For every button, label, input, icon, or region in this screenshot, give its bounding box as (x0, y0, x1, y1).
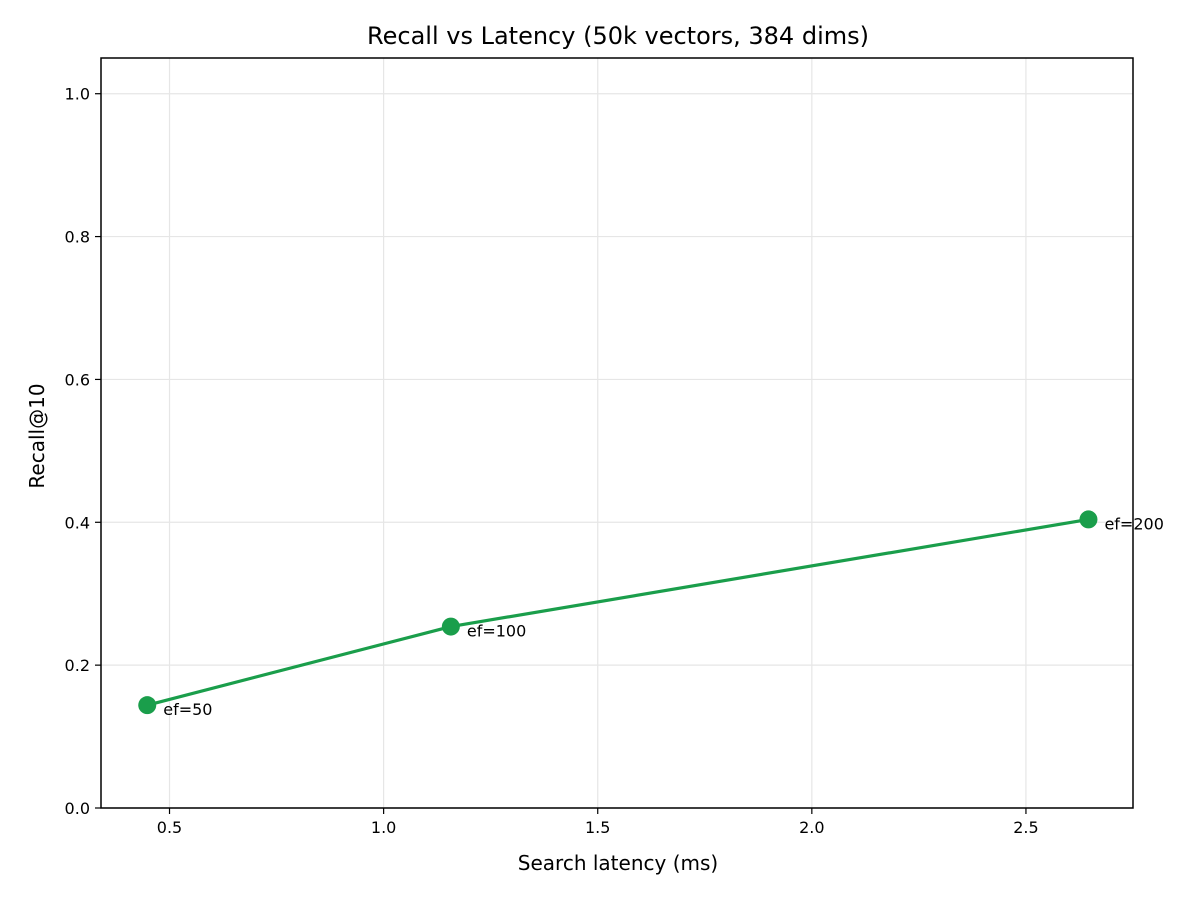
y-axis-label: Recall@10 (25, 383, 49, 488)
x-tick-label: 0.5 (157, 818, 182, 837)
chart-title: Recall vs Latency (50k vectors, 384 dims… (367, 22, 869, 50)
grid-lines (101, 58, 1133, 809)
series-line (146, 517, 1089, 707)
y-tick-label: 0.8 (65, 228, 90, 247)
data-point-marker (138, 696, 157, 715)
y-tick-label: 0.4 (65, 513, 90, 532)
x-tick-label: 2.0 (799, 818, 824, 837)
point-annotation: ef=100 (467, 622, 526, 641)
data-point-marker (441, 617, 460, 636)
data-series: ef=50 ef=100 ef=200 (138, 510, 1164, 719)
point-annotation: ef=50 (163, 700, 212, 719)
y-tick-label: 1.0 (65, 85, 90, 104)
y-tick-label: 0.0 (65, 799, 90, 818)
x-tick-label: 2.5 (1013, 818, 1038, 837)
x-axis-label: Search latency (ms) (518, 851, 718, 875)
y-tick-label: 0.2 (65, 656, 90, 675)
axis-ticks: 0.5 1.0 1.5 2.0 2.5 0.0 0.2 0.4 0.6 0.8 1.0 (65, 85, 1039, 837)
x-tick-label: 1.0 (371, 818, 396, 837)
data-point-marker (1079, 510, 1098, 529)
point-annotation: ef=200 (1104, 514, 1163, 533)
x-tick-label: 1.5 (585, 818, 610, 837)
y-tick-label: 0.6 (65, 370, 90, 389)
plot-frame (100, 57, 1134, 809)
